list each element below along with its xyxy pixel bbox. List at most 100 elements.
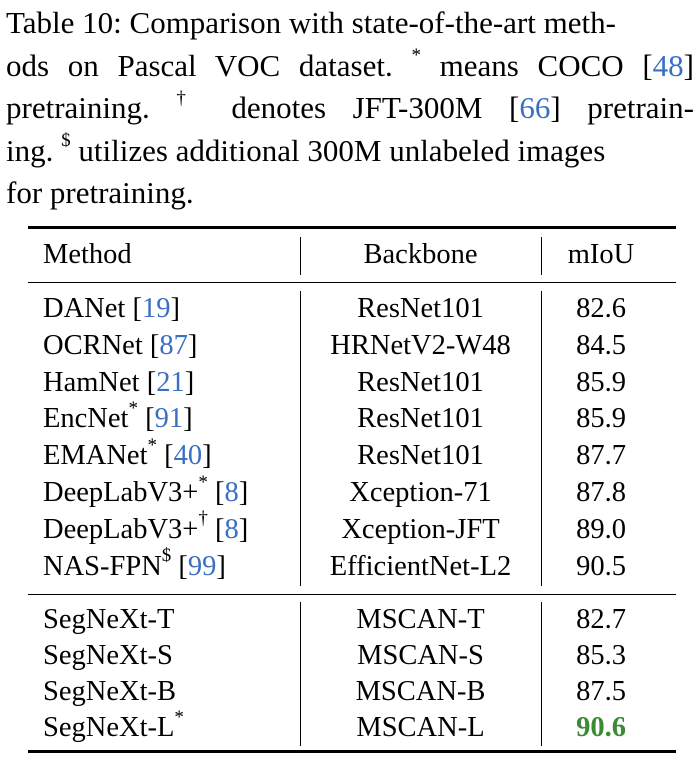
citation-link[interactable]: 48	[652, 47, 684, 83]
method-name: OCRNet	[43, 329, 143, 361]
column-separator	[541, 602, 542, 746]
table-row: HamNet [21] ResNet101 85.9	[0, 365, 696, 401]
method-cell: HamNet [21]	[43, 366, 195, 398]
caption-text: ods on Pascal VOC dataset.	[6, 47, 412, 83]
table-row: DANet [19] ResNet101 82.6	[0, 291, 696, 327]
citation-link[interactable]: 19	[141, 293, 171, 324]
miou-cell: 82.6	[576, 293, 626, 324]
caption-line-4: ing. $ utilizes additional 300M unlabele…	[6, 130, 694, 173]
column-separator	[300, 291, 301, 586]
method-name: SegNeXt-B	[43, 676, 176, 707]
backbone-cell: HRNetV2-W48	[330, 329, 511, 361]
backbone-cell: MSCAN-L	[356, 712, 485, 743]
table-caption: Table 10: Comparison with state-of-the-a…	[6, 2, 694, 215]
backbone-cell: MSCAN-S	[357, 640, 484, 671]
citation-link[interactable]: 66	[519, 90, 551, 125]
backbone-cell: MSCAN-T	[356, 604, 485, 635]
caption-line-3: pretraining. † denotes JFT-300M [66] pre…	[6, 87, 694, 130]
footnote-mark: *	[411, 45, 421, 67]
method-cell: SegNeXt-T	[43, 602, 174, 638]
footnote-mark: $	[61, 130, 71, 152]
method-name: SegNeXt-S	[43, 640, 173, 671]
citation-link[interactable]: 8	[224, 477, 239, 508]
method-name: HamNet	[43, 366, 140, 398]
table-row: SegNeXt-L* MSCAN-L 90.6	[0, 706, 696, 746]
caption-text: denotes JFT-300M [	[204, 90, 520, 125]
caption-line-5: for pretraining.	[6, 175, 194, 210]
method-cell: DeepLabV3+† [8]	[43, 508, 249, 545]
caption-line-2: ods on Pascal VOC dataset. * means COCO …	[6, 45, 694, 88]
method-name: DeepLabV3+	[43, 477, 199, 508]
miou-cell: 84.5	[576, 329, 626, 361]
column-separator	[541, 291, 542, 586]
miou-cell: 87.7	[576, 440, 626, 472]
backbone-cell: Xception-JFT	[341, 513, 500, 545]
table-row: EncNet* [91] ResNet101 85.9	[0, 397, 696, 437]
backbone-cell: ResNet101	[357, 293, 484, 324]
column-separator	[541, 237, 542, 275]
footnote-mark: *	[147, 434, 157, 456]
header-backbone: Backbone	[363, 239, 478, 270]
miou-cell: 90.6	[576, 712, 626, 743]
table-top-rule	[28, 226, 676, 229]
caption-text: pretraining.	[6, 90, 177, 125]
miou-cell: 89.0	[576, 513, 626, 545]
citation-link[interactable]: 40	[173, 440, 203, 472]
group-rule	[28, 594, 676, 595]
method-name: DANet	[43, 293, 126, 324]
method-cell: SegNeXt-S	[43, 638, 173, 674]
method-cell: OCRNet [87]	[43, 329, 198, 361]
table-header-row: Method Backbone mIoU	[0, 237, 696, 273]
method-cell: SegNeXt-B	[43, 674, 176, 710]
caption-text: ing.	[6, 132, 62, 168]
method-name: SegNeXt-L	[43, 712, 175, 743]
caption-text: ] pretrain-	[550, 90, 694, 125]
method-cell: DANet [19]	[43, 293, 180, 324]
method-cell: EncNet* [91]	[43, 397, 193, 435]
backbone-cell: ResNet101	[357, 403, 484, 435]
caption-text: ]	[683, 47, 694, 83]
footnote-mark: *	[174, 706, 184, 728]
backbone-cell: ResNet101	[357, 440, 484, 472]
method-name: EMANet	[43, 440, 148, 472]
footnote-mark: †	[198, 508, 208, 530]
footnote-mark: *	[198, 471, 208, 493]
miou-cell: 82.7	[576, 604, 626, 635]
miou-cell: 85.9	[576, 366, 626, 398]
caption-text: utilizes additional 300M unlabeled image…	[70, 132, 606, 168]
method-cell: DeepLabV3+* [8]	[43, 471, 249, 509]
miou-cell: 85.3	[576, 640, 626, 671]
backbone-cell: MSCAN-B	[355, 676, 486, 707]
citation-link[interactable]: 8	[224, 513, 239, 545]
citation-link[interactable]: 21	[156, 366, 185, 398]
method-cell: NAS-FPN$ [99]	[43, 545, 226, 582]
table-row: DeepLabV3+† [8] Xception-JFT 89.0	[0, 508, 696, 548]
table-row: SegNeXt-T MSCAN-T 82.7	[0, 602, 696, 638]
method-name: DeepLabV3+	[43, 513, 199, 545]
table-row: OCRNet [87] HRNetV2-W48 84.5	[0, 328, 696, 364]
footnote-mark: †	[176, 87, 205, 109]
miou-cell: 87.8	[576, 477, 626, 508]
table-row: NAS-FPN$ [99] EfficientNet-L2 90.5	[0, 545, 696, 585]
table-row: SegNeXt-S MSCAN-S 85.3	[0, 638, 696, 674]
caption-line-1: Table 10: Comparison with state-of-the-a…	[6, 5, 616, 40]
caption-text: means COCO [	[420, 47, 653, 83]
table-row: SegNeXt-B MSCAN-B 87.5	[0, 674, 696, 710]
method-name: EncNet	[43, 403, 129, 435]
table-row: DeepLabV3+* [8] Xception-71 87.8	[0, 471, 696, 511]
miou-cell: 87.5	[576, 676, 626, 707]
footnote-mark: $	[161, 545, 172, 567]
backbone-cell: Xception-71	[349, 477, 492, 508]
citation-link[interactable]: 99	[187, 550, 217, 582]
method-name: SegNeXt-T	[43, 604, 175, 635]
citation-link[interactable]: 91	[154, 403, 184, 435]
table-bottom-rule	[28, 750, 676, 753]
footnote-mark: *	[128, 397, 138, 419]
citation-link[interactable]: 87	[159, 329, 188, 361]
header-method: Method	[43, 239, 132, 270]
column-separator	[300, 237, 301, 275]
method-name: NAS-FPN	[43, 550, 162, 582]
column-separator	[300, 602, 301, 746]
table-row: EMANet* [40] ResNet101 87.7	[0, 434, 696, 474]
method-cell: EMANet* [40]	[43, 434, 212, 472]
